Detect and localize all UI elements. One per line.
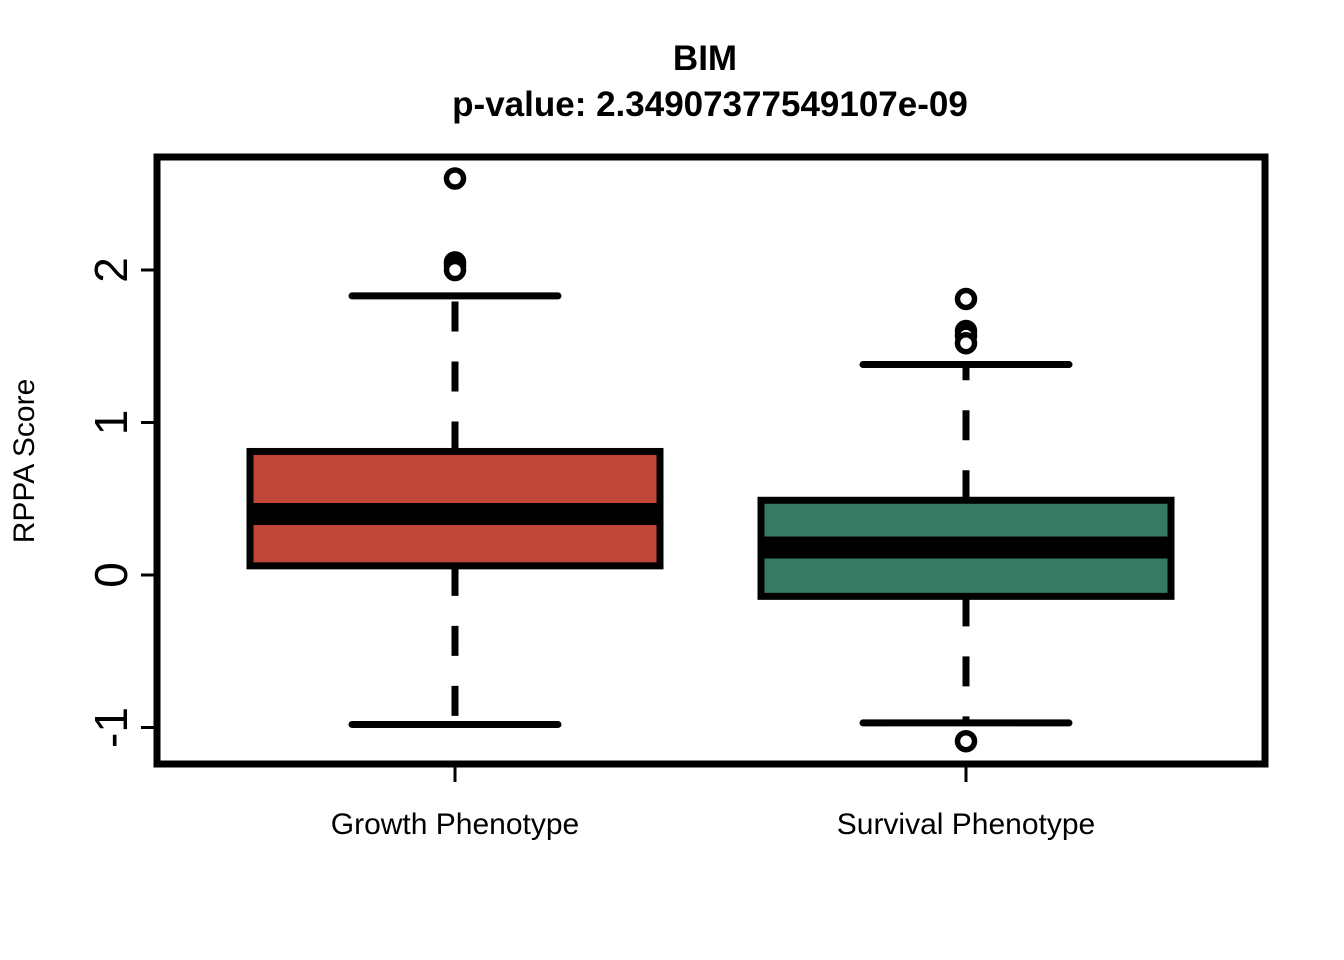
outlier-1-0 (954, 287, 978, 311)
y-axis-label: RPPA Score (8, 379, 41, 544)
plot-layer: -1 0 1 2 Growth Phenotype Survival Phenotype (85, 153, 1269, 841)
chart-title: BIM (673, 39, 737, 78)
y-tick-label-1: 0 (85, 562, 137, 588)
outlier-0-0 (443, 167, 467, 190)
outlier-1-3 (954, 331, 978, 355)
y-tick-label-2: 1 (85, 410, 137, 436)
y-tick-label-0: -1 (85, 707, 137, 748)
y-tick-label-3: 2 (85, 257, 137, 283)
chart-subtitle: p-value: 2.34907377549107e-09 (452, 85, 968, 124)
outlier-1-4 (954, 729, 978, 753)
x-tick-label-1: Survival Phenotype (837, 808, 1096, 841)
plot-frame (153, 153, 1269, 768)
outlier-0-3 (443, 258, 467, 282)
x-tick-label-0: Growth Phenotype (331, 808, 579, 841)
